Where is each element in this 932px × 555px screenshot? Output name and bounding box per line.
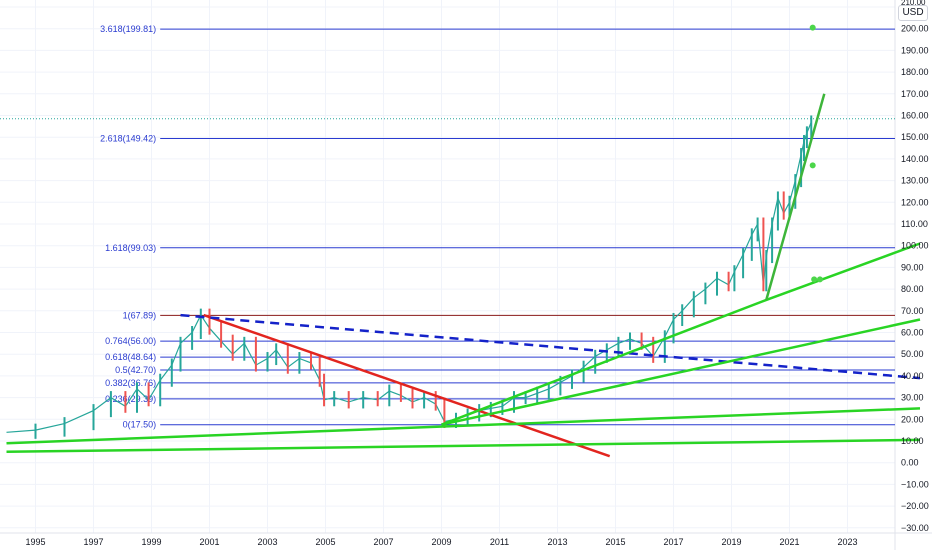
price-axis[interactable]: 200.00 190.00 180.00 170.00 160.00 150.00 140.… [901,0,929,533]
price-tick-label: 10.00 [901,436,924,446]
time-tick-label: 1999 [141,537,161,547]
price-tick-label: 160.00 [901,111,929,121]
price-tick-label: 30.00 [901,393,924,403]
price-tick-label: 130.00 [901,176,929,186]
fib-level-label: 1(67.89) [123,310,157,320]
price-tick-label: 70.00 [901,306,924,316]
time-tick-label: 2011 [490,537,509,547]
price-tick-label: 100.00 [901,241,929,251]
price-tick-label: 120.00 [901,197,929,207]
fib-level-label: 0.5(42.70) [115,365,156,375]
marker-dot [809,24,816,31]
price-tick-label: 150.00 [901,132,929,142]
trend-line-green-steep [765,93,826,301]
currency-badge[interactable]: USD [898,5,928,21]
trend-line-green-support-3 [441,318,921,426]
time-tick-label: 2021 [779,537,799,547]
time-tick-label: 2015 [605,537,625,547]
fib-level-label: 1.618(99.03) [105,243,156,253]
trend-line-green-support-1 [6,438,921,454]
time-tick-label: 2005 [315,537,335,547]
price-tick-label: 40.00 [901,371,924,381]
trend-line-red-downtrend [203,313,611,458]
price-series [6,115,813,439]
fib-level-label: 0(17.50) [123,420,157,430]
time-tick-label: 2013 [547,537,567,547]
price-tick-label: −20.00 [901,501,929,511]
time-tick-label: 2023 [837,537,857,547]
time-tick-label: 1995 [25,537,45,547]
price-tick-label: 0.00 [901,458,919,468]
trend-line-blue-dashed-resistance [180,313,921,380]
price-tick-label: 210.00 [901,0,926,7]
price-tick-label: 20.00 [901,414,924,424]
price-tick-label: −10.00 [901,479,929,489]
price-tick-label: 190.00 [901,45,929,55]
price-tick-label: 80.00 [901,284,924,294]
fib-level-label: 0.764(56.00) [105,336,156,346]
time-tick-label: 1997 [83,537,103,547]
time-tick-label: 2003 [257,537,277,547]
fib-level-label: 3.618(199.81) [100,24,156,34]
trend-lines [6,93,921,458]
price-tick-label: 60.00 [901,328,924,338]
price-tick-label: 140.00 [901,154,929,164]
fib-level-label: 2.618(149.42) [100,133,156,143]
fib-level-label: 0.382(36.76) [105,378,156,388]
price-tick-label: 50.00 [901,349,924,359]
marker-dot [816,276,823,283]
price-tick-label: 90.00 [901,262,924,272]
trend-line-green-support-2 [6,407,921,445]
time-tick-label: 2019 [721,537,741,547]
marker-dot [811,276,818,283]
price-tick-label: 110.00 [901,219,928,229]
marker-dot [809,162,816,169]
time-tick-label: 2001 [199,537,219,547]
fibonacci-levels: 3.618(199.81) 2.618(149.42) 1.618(99.03) 1(… [0,24,895,430]
price-tick-label: 200.00 [901,24,929,34]
time-tick-label: 2007 [373,537,393,547]
time-tick-label: 2009 [431,537,451,547]
price-tick-label: −30.00 [901,523,929,533]
price-tick-label: 180.00 [901,67,929,77]
markers [809,24,823,283]
fib-level-label: 0.618(48.64) [105,352,156,362]
time-tick-label: 2017 [663,537,683,547]
time-axis[interactable]: 1995 1997 1999 2001 2003 2005 2007 2009 2011 2013… [25,537,857,547]
price-tick-label: 170.00 [901,89,929,99]
